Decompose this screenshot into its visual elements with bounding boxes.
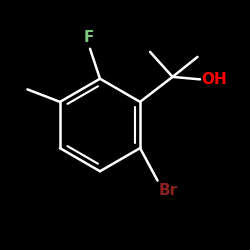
- Text: Br: Br: [159, 183, 178, 198]
- Text: F: F: [84, 30, 94, 45]
- Text: OH: OH: [201, 72, 227, 87]
